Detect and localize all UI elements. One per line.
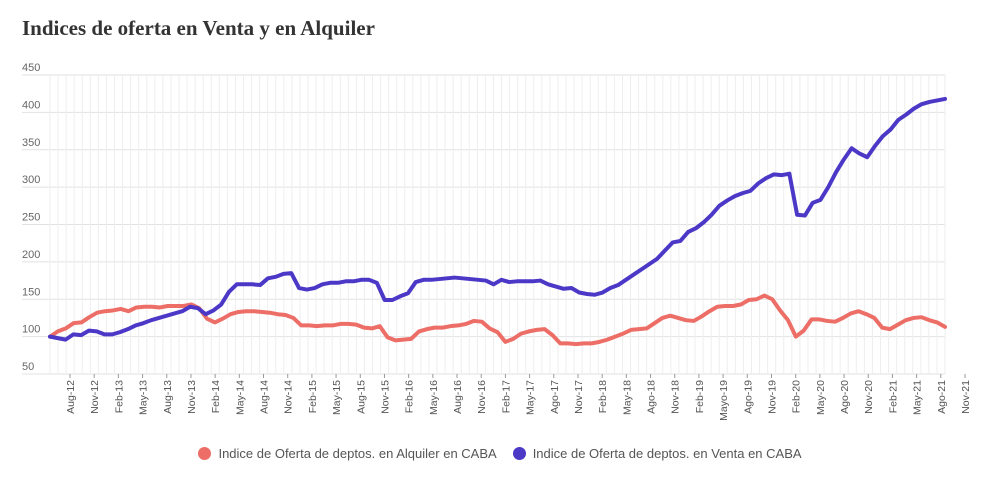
x-tick-label: Feb-21 (887, 380, 899, 413)
chart-title: Indices de oferta en Venta y en Alquiler (22, 16, 375, 40)
y-tick-label: 100 (22, 324, 40, 336)
y-tick-label: 150 (22, 286, 40, 298)
x-tick-label: Nov-19 (766, 380, 778, 414)
y-tick-label: 350 (22, 137, 40, 149)
series-lines (48, 96, 947, 347)
x-tick-label: Nov-21 (960, 380, 972, 414)
x-tick-label: Feb-18 (597, 380, 609, 413)
x-tick-label: Aug-12 (65, 380, 77, 414)
y-tick-label: 300 (22, 174, 40, 186)
x-tick-label: Aug-13 (162, 380, 174, 414)
x-tick-label: Feb-16 (404, 380, 416, 413)
legend-label-alquiler: Indice de Oferta de deptos. en Alquiler … (218, 446, 497, 461)
y-axis-ticks: 50 100 150 200 250 300 350 400 450 (22, 62, 40, 373)
grid-lines (22, 74, 945, 375)
x-tick-label: Nov-17 (573, 380, 585, 414)
x-tick-label: Aug-16 (452, 380, 464, 414)
x-tick-label: Ago-20 (839, 380, 851, 414)
x-tick-label: Nov-15 (379, 380, 391, 414)
y-tick-label: 400 (22, 99, 40, 111)
x-tick-label: Aug-15 (355, 380, 367, 414)
x-tick-label: Feb-13 (113, 380, 125, 413)
x-tick-label: Ago-19 (742, 380, 754, 414)
x-tick-label: Mayo-19 (718, 380, 730, 421)
x-tick-label: May-21 (912, 380, 924, 415)
x-tick-label: May-17 (525, 380, 537, 415)
x-tick-label: Nov-16 (476, 380, 488, 414)
legend: Indice de Oferta de deptos. en Alquiler … (0, 446, 1000, 461)
legend-dot-icon (512, 447, 526, 460)
x-tick-label: Feb-17 (500, 380, 512, 413)
x-tick-label: Nov-20 (863, 380, 875, 414)
x-tick-label: May-16 (428, 380, 440, 415)
series-line-venta (48, 96, 947, 342)
x-tick-label: May-15 (331, 380, 343, 415)
y-tick-label: 200 (22, 249, 40, 261)
legend-item-venta[interactable]: Indice de Oferta de deptos. en Venta en … (512, 446, 802, 461)
vertical-grid-lines (49, 75, 946, 374)
legend-item-alquiler[interactable]: Indice de Oferta de deptos. en Alquiler … (198, 446, 497, 461)
x-tick-label: May-14 (234, 380, 246, 415)
y-tick-label: 50 (22, 361, 34, 373)
x-tick-label: Nov-18 (670, 380, 682, 414)
x-tick-label: Ago-18 (646, 380, 658, 414)
x-tick-label: Feb-19 (694, 380, 706, 413)
y-tick-label: 450 (22, 62, 40, 74)
legend-label-venta: Indice de Oferta de deptos. en Venta en … (532, 446, 802, 461)
x-tick-label: May-18 (621, 380, 633, 415)
x-tick-label: Ago-21 (936, 380, 948, 414)
x-tick-label: Nov-13 (186, 380, 198, 414)
x-tick-label: Feb-14 (210, 380, 222, 413)
x-tick-label: May-20 (815, 380, 827, 415)
x-tick-label: Ago-17 (549, 380, 561, 414)
y-tick-label: 250 (22, 212, 40, 224)
x-tick-label: Nov-14 (283, 380, 295, 414)
x-tick-label: Nov-12 (89, 380, 101, 414)
x-tick-label: Feb-15 (307, 380, 319, 413)
legend-dot-icon (198, 447, 212, 460)
x-tick-label: Feb-20 (791, 380, 803, 413)
x-axis-ticks: Aug-12 Nov-12 Feb-13 May-13 Aug-13 Nov-13 Feb-… (65, 374, 972, 421)
x-tick-label: May-13 (138, 380, 150, 415)
x-tick-label: Aug-14 (259, 380, 271, 414)
